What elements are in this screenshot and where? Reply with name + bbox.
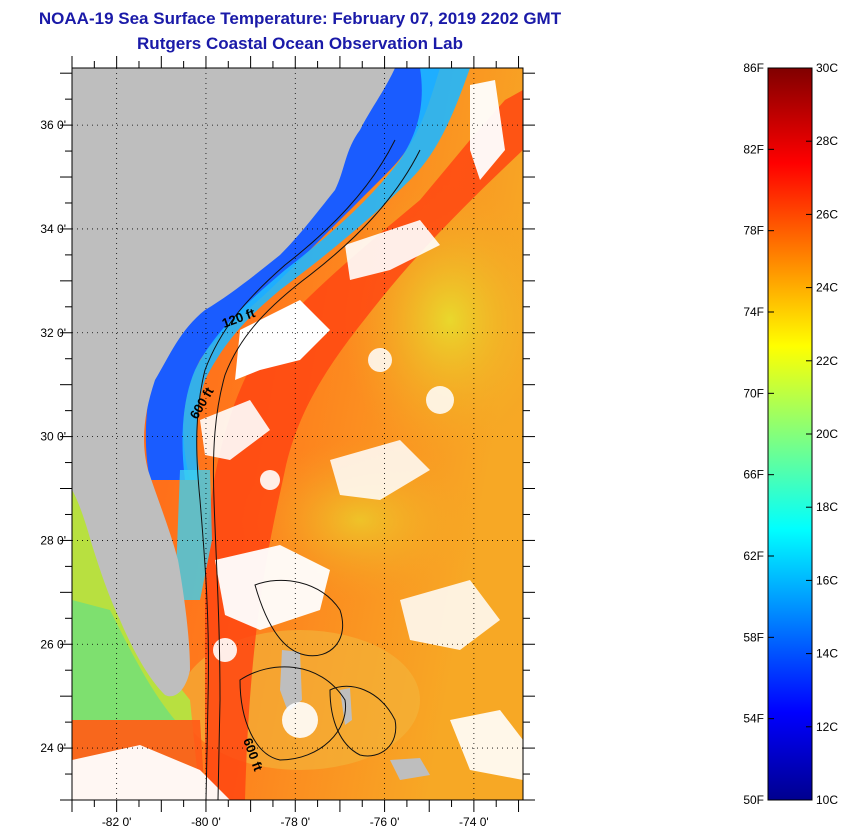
cloud-patch	[282, 702, 318, 738]
celsius-label: 30C	[816, 61, 838, 75]
latitude-label: 36 0'	[40, 118, 66, 132]
longitude-label: -76 0'	[370, 815, 400, 829]
celsius-label: 20C	[816, 427, 838, 441]
cloud-patch	[215, 545, 330, 630]
latitude-label: 32 0'	[40, 326, 66, 340]
longitude-label: -74 0'	[459, 815, 489, 829]
cloud-patch	[345, 220, 440, 280]
page-title: NOAA-19 Sea Surface Temperature: Februar…	[38, 9, 562, 28]
cloud-cover	[72, 80, 523, 800]
cloud-patch	[330, 440, 430, 500]
fahrenheit-label: 74F	[743, 305, 764, 319]
longitude-label: -80 0'	[191, 815, 221, 829]
cloud-patch	[470, 80, 505, 180]
fahrenheit-label: 58F	[743, 630, 764, 644]
cloud-patch	[426, 386, 454, 414]
fahrenheit-label: 66F	[743, 468, 764, 482]
celsius-label: 28C	[816, 134, 838, 148]
contour-bahamas	[239, 666, 347, 761]
cloud-patch	[200, 400, 270, 460]
longitude-axis: -82 0' -80 0' -78 0' -76 0' -74 0'	[102, 815, 489, 829]
map-frame	[71, 67, 524, 801]
longitude-label: -78 0'	[280, 815, 310, 829]
gulf-cool-water	[72, 600, 175, 720]
contour-600ft	[212, 149, 421, 800]
sst-image	[72, 68, 523, 800]
longitude-label: -82 0'	[102, 815, 132, 829]
fahrenheit-label: 62F	[743, 549, 764, 563]
latitude-label: 24 0'	[40, 741, 66, 755]
celsius-label: 14C	[816, 647, 838, 661]
latitude-label: 28 0'	[40, 533, 66, 547]
latitude-label: 34 0'	[40, 222, 66, 236]
celsius-label: 26C	[816, 207, 838, 221]
cloud-patch	[235, 300, 330, 380]
celsius-scale: 30C 28C 26C 24C 22C 20C 18C 16C 14C 12C 10C	[806, 61, 838, 807]
fahrenheit-label: 50F	[743, 793, 764, 807]
page-subtitle: Rutgers Coastal Ocean Observation Lab	[137, 34, 463, 53]
celsius-label: 22C	[816, 354, 838, 368]
latitude-label: 26 0'	[40, 637, 66, 651]
cloud-patch	[260, 470, 280, 490]
latitude-label: 30 0'	[40, 430, 66, 444]
contour-bahamas	[254, 579, 344, 657]
florida-east-shelf	[175, 470, 212, 600]
contour-bahamas	[329, 685, 397, 757]
cloud-patch	[72, 745, 230, 800]
celsius-label: 16C	[816, 573, 838, 587]
shelf-transition	[182, 68, 471, 480]
fahrenheit-label: 54F	[743, 712, 764, 726]
graticule	[72, 68, 523, 800]
fahrenheit-scale: 86F 82F 78F 74F 70F 66F 62F 58F 54F 50F	[743, 61, 774, 807]
cloud-patch	[368, 348, 392, 372]
fahrenheit-label: 86F	[743, 61, 764, 75]
colorbar-gradient	[767, 67, 813, 801]
contour-120ft	[196, 139, 396, 800]
celsius-label: 10C	[816, 793, 838, 807]
land-andros	[280, 650, 302, 712]
cloud-patch	[400, 580, 500, 650]
celsius-label: 12C	[816, 720, 838, 734]
fahrenheit-label: 78F	[743, 224, 764, 238]
celsius-label: 18C	[816, 500, 838, 514]
cloud-patch	[450, 710, 523, 780]
cold-shelf-water	[145, 68, 441, 480]
land-island	[390, 758, 430, 780]
latitude-axis: 36 0' 34 0' 32 0' 30 0' 28 0' 26 0' 24 0'	[40, 118, 66, 755]
celsius-label: 24C	[816, 281, 838, 295]
land-southeast-us	[72, 68, 395, 697]
fahrenheit-label: 82F	[743, 142, 764, 156]
fahrenheit-label: 70F	[743, 386, 764, 400]
axis-ticks	[60, 56, 535, 812]
